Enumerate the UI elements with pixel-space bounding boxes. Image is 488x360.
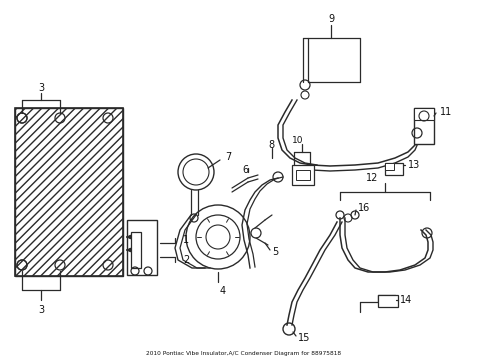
Bar: [291, 165, 313, 185]
Bar: [15, 108, 123, 276]
Text: 8: 8: [267, 140, 274, 150]
Bar: [15, 108, 123, 276]
Text: 15: 15: [297, 333, 310, 343]
Text: 5: 5: [271, 247, 278, 257]
Text: 1: 1: [183, 235, 189, 245]
Bar: [131, 232, 141, 268]
Bar: [127, 220, 157, 275]
Text: 3: 3: [38, 83, 44, 93]
Text: 12: 12: [365, 173, 377, 183]
Text: 2010 Pontiac Vibe Insulator,A/C Condenser Diagram for 88975818: 2010 Pontiac Vibe Insulator,A/C Condense…: [146, 351, 341, 356]
Text: 10: 10: [292, 135, 303, 144]
Text: 9: 9: [327, 14, 333, 24]
Bar: [15, 108, 123, 276]
Text: 3: 3: [38, 305, 44, 315]
Text: 14: 14: [399, 295, 411, 305]
Bar: [377, 295, 397, 307]
Text: 2: 2: [183, 255, 189, 265]
Text: 16: 16: [357, 203, 369, 213]
Bar: [384, 163, 393, 170]
Bar: [295, 170, 309, 180]
Text: 13: 13: [407, 160, 419, 170]
Bar: [413, 108, 433, 120]
Bar: [413, 108, 433, 144]
Text: 6: 6: [242, 165, 247, 175]
Text: 4: 4: [220, 286, 225, 296]
Bar: [384, 163, 402, 175]
Text: 7: 7: [224, 152, 231, 162]
Text: 11: 11: [439, 107, 451, 117]
